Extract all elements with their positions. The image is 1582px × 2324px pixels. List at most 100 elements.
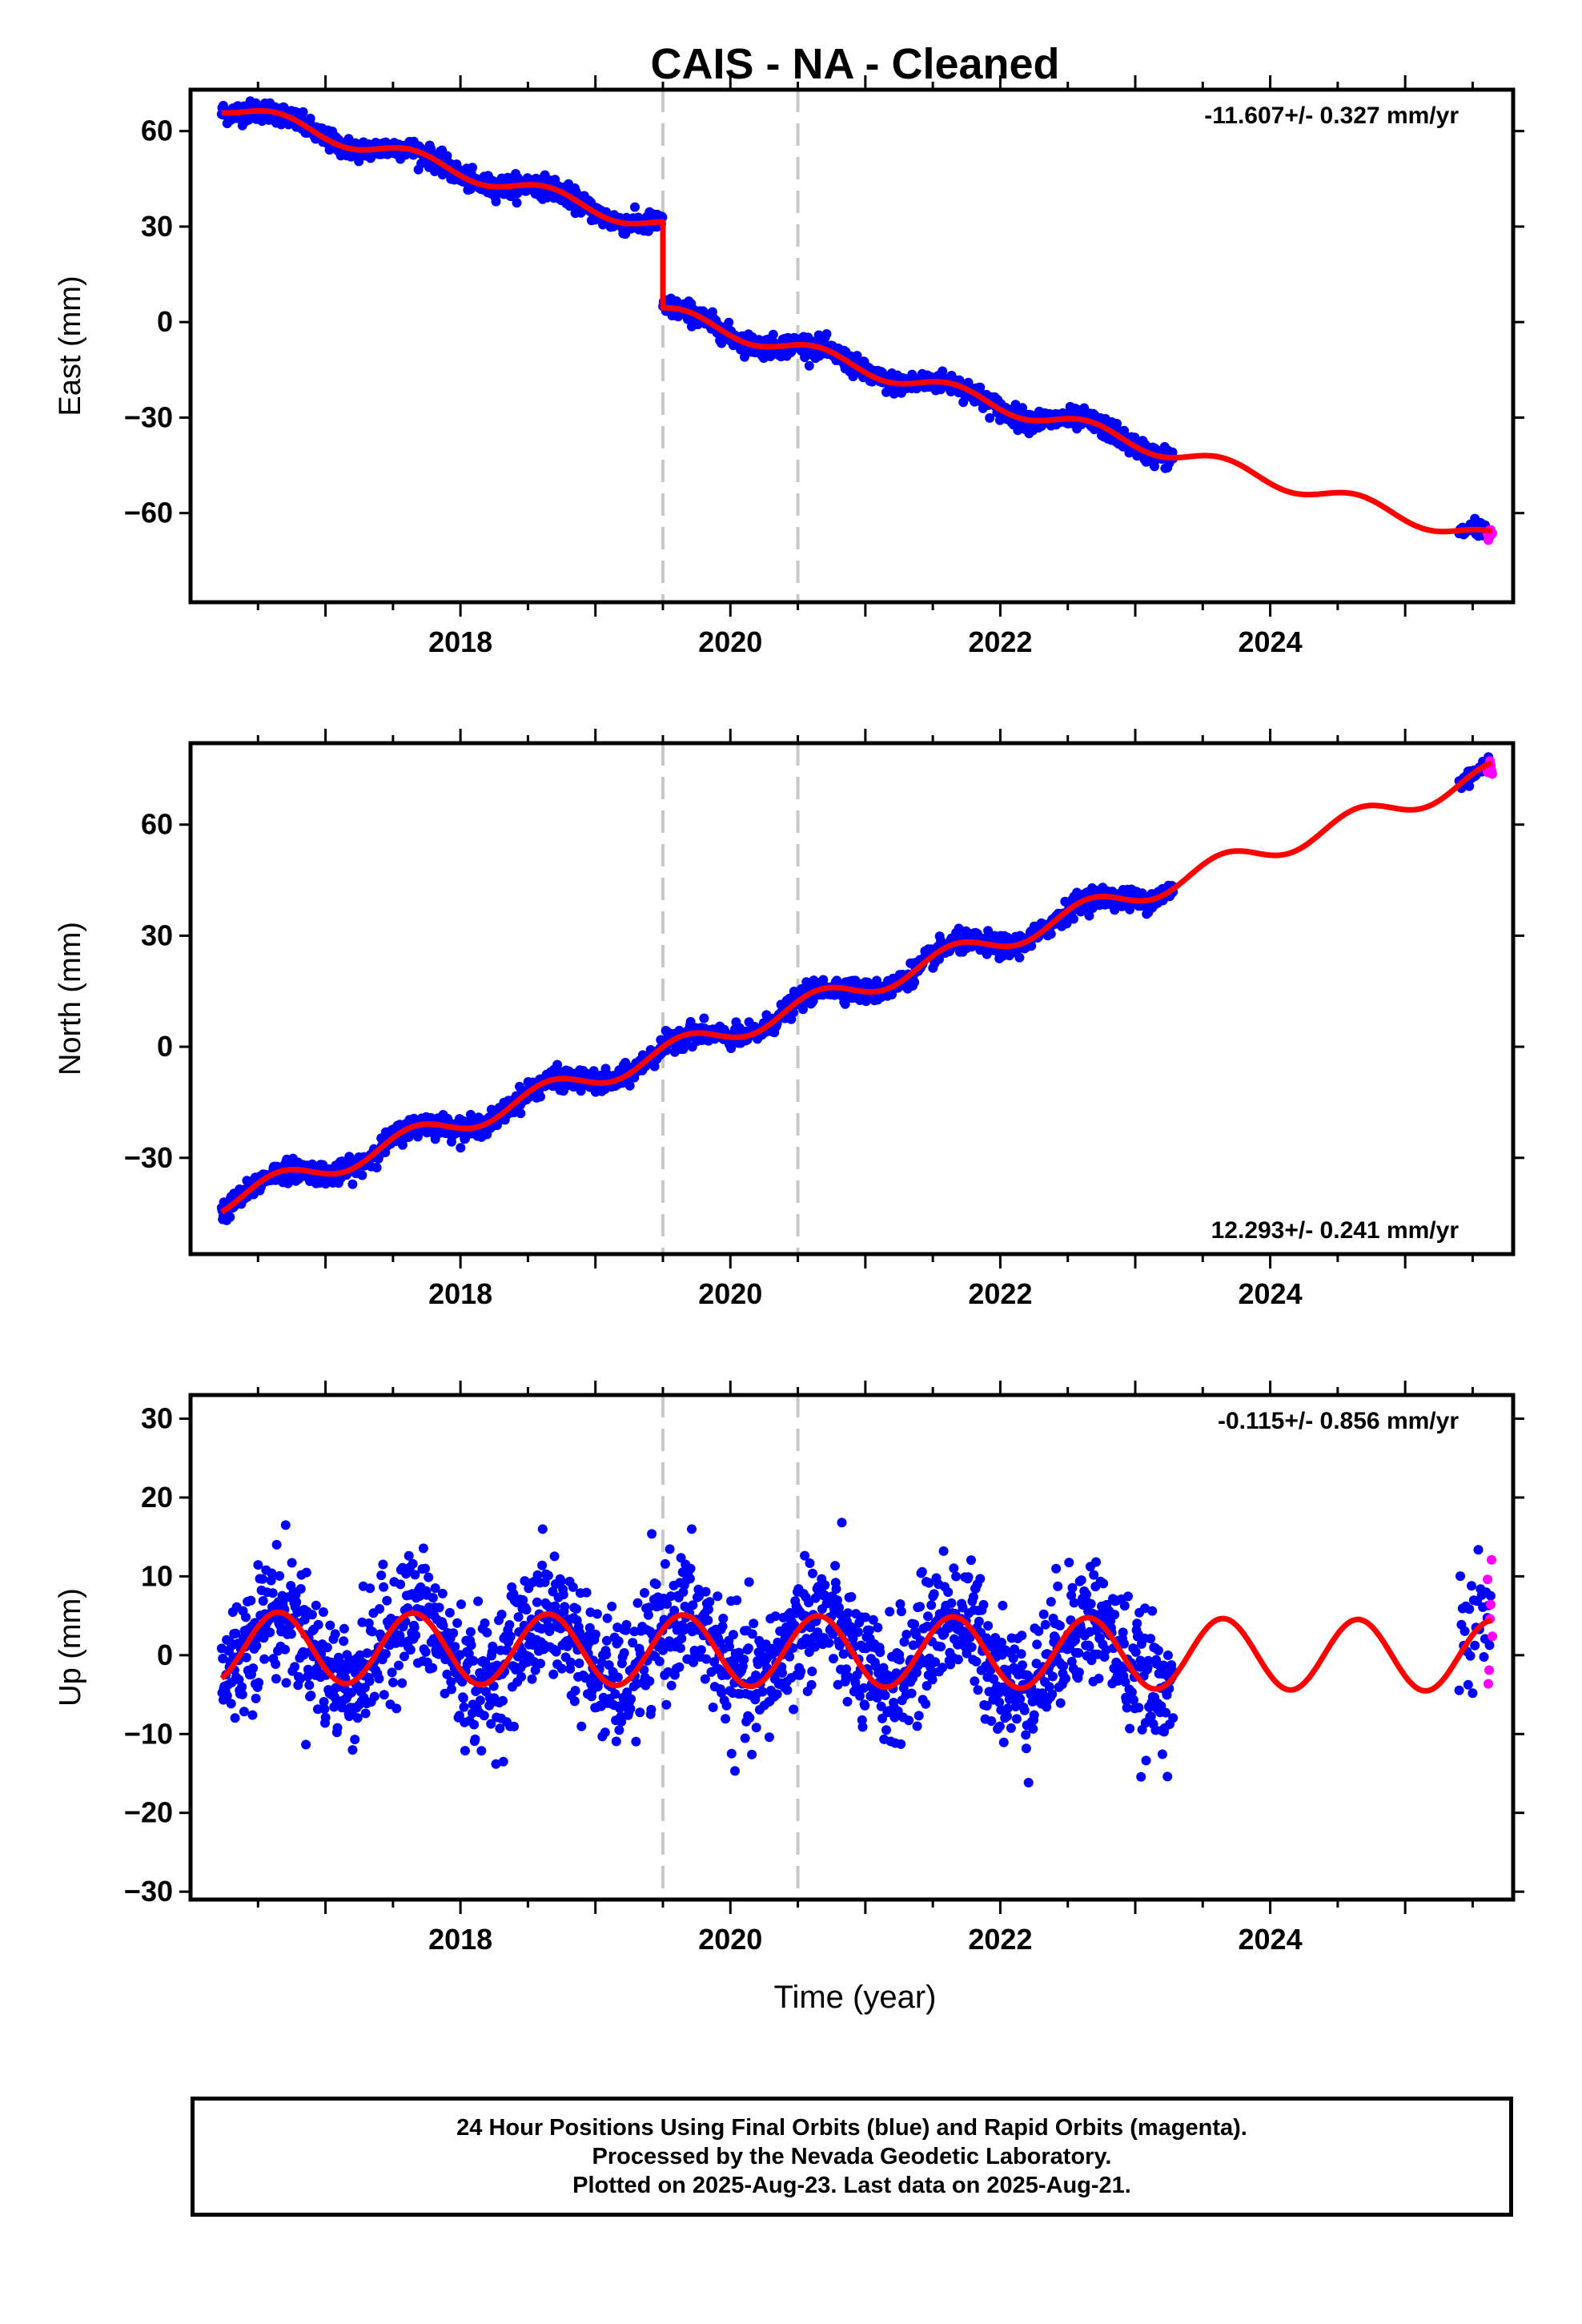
up-final-point — [304, 1680, 315, 1691]
north-xtick-label: 2020 — [698, 1277, 762, 1310]
up-final-point — [740, 1733, 750, 1743]
up-final-point — [926, 1600, 937, 1610]
up-final-point — [378, 1559, 388, 1570]
up-final-point — [394, 1660, 404, 1671]
up-final-point — [860, 1700, 870, 1711]
up-final-point — [968, 1592, 978, 1602]
up-final-point — [396, 1579, 406, 1590]
up-final-point — [241, 1652, 251, 1663]
up-final-point — [537, 1560, 548, 1570]
up-final-point — [312, 1704, 323, 1715]
north-final-point — [397, 1140, 408, 1150]
up-final-point — [570, 1686, 580, 1696]
up-final-point — [572, 1604, 581, 1614]
up-final-point — [837, 1518, 847, 1528]
up-final-point — [319, 1697, 329, 1707]
east-xtick-label: 2020 — [698, 625, 762, 658]
up-final-point — [479, 1711, 489, 1721]
north-ytick-label: 30 — [141, 919, 173, 951]
east-final-point — [938, 366, 948, 376]
north-final-point — [456, 1143, 466, 1153]
up-final-point — [713, 1591, 723, 1602]
up-final-point — [703, 1615, 713, 1626]
up-final-point — [258, 1596, 268, 1606]
east-ytick-label: 60 — [141, 115, 173, 147]
north-final-point — [1464, 781, 1475, 791]
north-final-point — [624, 1080, 635, 1091]
up-final-point — [880, 1691, 890, 1700]
up-final-point — [565, 1657, 576, 1667]
up-final-point — [280, 1644, 291, 1655]
up-final-point — [973, 1685, 983, 1695]
up-final-point — [428, 1663, 438, 1673]
up-final-point — [789, 1704, 799, 1715]
north-final-point — [699, 1013, 709, 1023]
up-final-point — [1055, 1621, 1065, 1630]
up-final-point — [476, 1746, 487, 1756]
up-final-point — [569, 1696, 580, 1707]
east-fit-line — [220, 108, 1493, 535]
north-xtick-label: 2018 — [428, 1277, 492, 1310]
up-final-point — [325, 1620, 335, 1630]
up-final-point — [241, 1612, 251, 1622]
up-final-point — [267, 1588, 278, 1598]
north-frame — [188, 741, 1516, 1256]
up-final-point — [267, 1568, 277, 1578]
up-final-point — [1047, 1671, 1058, 1682]
up-final-point — [362, 1648, 372, 1659]
up-final-point — [254, 1678, 264, 1688]
up-final-point — [614, 1725, 624, 1735]
east-ytick-label: 30 — [141, 210, 173, 243]
up-final-point — [576, 1721, 587, 1731]
up-final-point — [424, 1572, 434, 1582]
up-final-point — [917, 1566, 927, 1577]
up-final-point — [1006, 1723, 1016, 1733]
up-final-point — [460, 1746, 470, 1756]
east-final-point — [1018, 403, 1027, 413]
up-final-point — [923, 1611, 933, 1622]
up-final-point — [998, 1737, 1009, 1747]
up-final-point — [410, 1570, 420, 1580]
up-final-point — [921, 1699, 931, 1709]
up-final-point — [1011, 1714, 1022, 1724]
up-final-point — [1028, 1723, 1038, 1734]
up-final-point — [465, 1626, 476, 1637]
up-final-point — [929, 1589, 939, 1599]
up-final-point — [513, 1612, 524, 1622]
up-final-point — [405, 1645, 416, 1655]
up-final-point — [280, 1520, 291, 1530]
up-final-point — [428, 1593, 438, 1603]
up-final-point — [998, 1600, 1008, 1610]
up-final-point — [696, 1645, 706, 1655]
east-final-point — [1150, 461, 1159, 472]
up-final-point — [635, 1707, 645, 1718]
up-final-point — [251, 1693, 261, 1703]
up-final-point — [896, 1606, 906, 1617]
up-final-point — [894, 1655, 905, 1665]
up-final-point — [470, 1734, 480, 1744]
up-final-point — [674, 1662, 685, 1672]
east-xtick-label: 2018 — [428, 625, 492, 658]
up-final-point — [442, 1669, 452, 1679]
up-final-point — [906, 1688, 917, 1699]
up-final-point — [444, 1607, 455, 1618]
up-final-point — [379, 1582, 389, 1592]
up-final-point — [388, 1677, 398, 1687]
east-xtick-label: 2024 — [1239, 625, 1303, 658]
up-final-point — [885, 1606, 895, 1617]
up-final-point — [468, 1655, 479, 1666]
up-final-point — [726, 1748, 737, 1759]
up-final-point — [400, 1651, 409, 1662]
up-final-point — [332, 1723, 343, 1733]
up-final-point — [266, 1575, 276, 1586]
up-final-point — [574, 1659, 584, 1668]
up-final-point — [970, 1676, 980, 1687]
up-final-point — [661, 1699, 672, 1710]
up-final-point — [1040, 1619, 1050, 1630]
up-final-point — [796, 1667, 806, 1677]
north-final-point — [909, 977, 920, 987]
north-final-point — [536, 1092, 545, 1102]
up-final-point — [953, 1655, 963, 1665]
up-final-point — [369, 1691, 379, 1702]
